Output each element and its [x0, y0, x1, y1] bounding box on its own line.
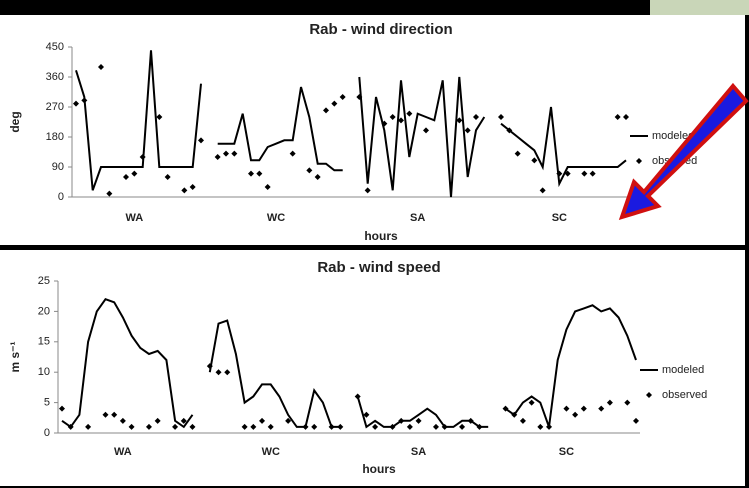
y-tick-label: 450 [46, 41, 64, 53]
chart-title: Rab - wind direction [309, 21, 452, 38]
y-tick-label: 90 [52, 161, 64, 173]
y-tick-label: 10 [38, 366, 50, 378]
y-tick-label: 15 [38, 336, 50, 348]
y-tick-label: 0 [58, 191, 64, 203]
x-axis-label: hours [362, 462, 396, 476]
screenshot: Rab - wind direction deg hours 0 90 180 270 360… [0, 0, 749, 488]
map-fragment [650, 0, 749, 15]
x-tick-label: SC [559, 446, 574, 458]
x-tick-label: SA [411, 446, 426, 458]
y-tick-label: 25 [38, 275, 50, 287]
x-tick-label: SA [410, 212, 425, 224]
y-tick-label: 270 [46, 101, 64, 113]
y-tick-label: 180 [46, 131, 64, 143]
y-axis-label: m s⁻¹ [8, 341, 22, 372]
x-tick-label: SC [552, 212, 567, 224]
y-tick-label: 0 [44, 427, 50, 439]
chart-title: Rab - wind speed [317, 259, 440, 276]
y-axis-label: deg [8, 111, 22, 132]
y-tick-label: 5 [44, 397, 50, 409]
y-tick-label: 20 [38, 305, 50, 317]
legend-label: observed [662, 389, 707, 401]
x-tick-label: WA [114, 446, 132, 458]
x-tick-label: WA [125, 212, 143, 224]
x-axis-label: hours [364, 229, 398, 243]
panel-speed [0, 250, 745, 486]
page: {"chart_data": [ {"type": "line", "title… [0, 0, 749, 488]
legend-label: modeled [662, 364, 704, 376]
y-tick-label: 360 [46, 71, 64, 83]
x-tick-label: WC [267, 212, 285, 224]
x-tick-label: WC [262, 446, 280, 458]
